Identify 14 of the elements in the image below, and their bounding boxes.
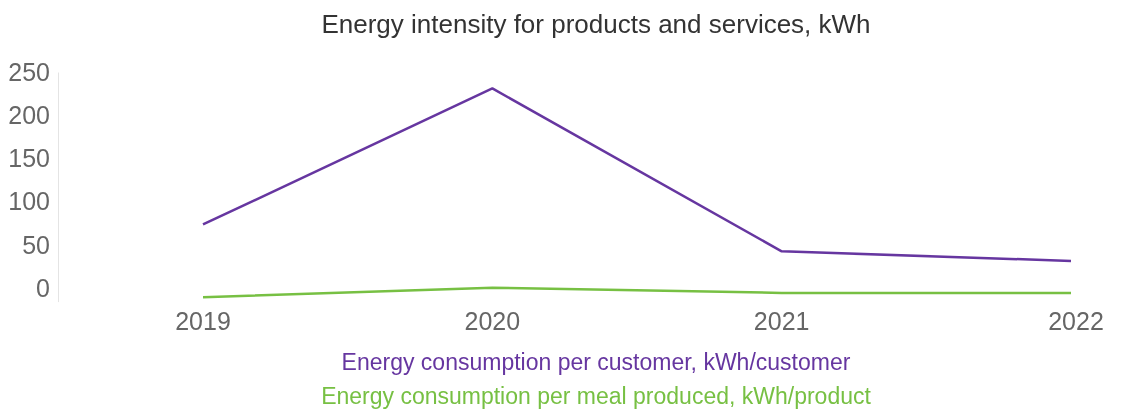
line-series — [201, 87, 1073, 263]
y-tick-label: 250 — [8, 57, 50, 86]
text: Energy consumption per meal produced, kWh/product — [321, 383, 872, 409]
text: Energy consumption per customer, kWh/customer — [341, 349, 851, 375]
y-tick-label: 50 — [22, 230, 50, 259]
y-tick-label: 150 — [8, 144, 50, 173]
y-tick-label: 200 — [8, 100, 50, 129]
x-tick-label: 2021 — [753, 307, 810, 335]
chart-title: Energy intensity for products and services, kWh — [321, 9, 871, 39]
x-tick-label: 2020 — [464, 307, 521, 335]
x-tick-label: 2022 — [1048, 307, 1104, 335]
y-tick-label: 100 — [8, 187, 50, 216]
y-tick-label: 0 — [36, 274, 50, 303]
x-tick-label: 2019 — [175, 307, 231, 335]
